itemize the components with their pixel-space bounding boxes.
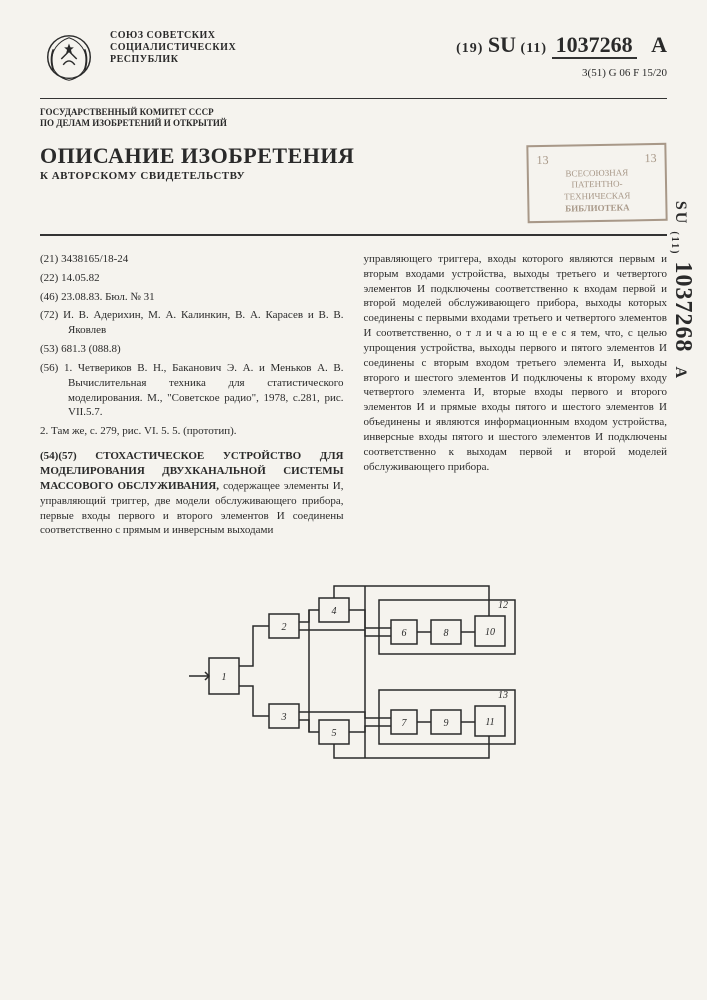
- svg-text:4: 4: [331, 606, 336, 617]
- pub-suffix: A: [651, 32, 667, 57]
- pub-no-prefix: (11): [521, 41, 548, 56]
- biblio-56a: (56) 1. Четвериков В. Н., Баканович Э. А…: [40, 361, 344, 420]
- abstract: (54)(57) СТОХАСТИЧЕСКОЕ УСТРОЙСТВО ДЛЯ М…: [40, 449, 344, 538]
- pub-prefix: (19): [456, 41, 483, 56]
- side-pub-number: SU (11) 1037268 A: [667, 201, 699, 380]
- ussr-emblem-icon: [40, 30, 98, 88]
- svg-text:8: 8: [443, 628, 448, 639]
- abstract-body2: управляющего триггера, входы которого яв…: [364, 252, 668, 475]
- stamp-num-left: 13: [536, 152, 548, 168]
- stamp-num-right: 13: [644, 150, 656, 166]
- stamp-line: БИБЛИОТЕКА: [537, 201, 657, 215]
- svg-text:5: 5: [331, 728, 336, 739]
- committee-name: ГОСУДАРСТВЕННЫЙ КОМИТЕТ СССР ПО ДЕЛАМ ИЗ…: [40, 107, 667, 130]
- biblio-46: (46) 23.08.83. Бюл. № 31: [40, 290, 344, 305]
- biblio-53: (53) 681.3 (088.8): [40, 342, 344, 357]
- svg-text:13: 13: [498, 690, 508, 701]
- union-name: СОЮЗ СОВЕТСКИХ СОЦИАЛИСТИЧЕСКИХ РЕСПУБЛИ…: [110, 30, 444, 66]
- ipc-classification: 3(51) G 06 F 15/20: [456, 66, 667, 81]
- svg-text:3: 3: [280, 712, 286, 723]
- divider: [40, 98, 667, 99]
- svg-text:11: 11: [485, 717, 494, 728]
- heavy-divider: [40, 234, 667, 236]
- block-diagram: 12468101235791113: [40, 558, 667, 778]
- pub-cc: SU: [488, 32, 516, 57]
- title-row: ОПИСАНИЕ ИЗОБРЕТЕНИЯ К АВТОРСКОМУ СВИДЕТ…: [40, 144, 667, 222]
- header: СОЮЗ СОВЕТСКИХ СОЦИАЛИСТИЧЕСКИХ РЕСПУБЛИ…: [40, 30, 667, 88]
- svg-text:6: 6: [401, 628, 406, 639]
- library-stamp: 13 13 ВСЕСОЮЗНАЯ ПАТЕНТНО- ТЕХНИЧЕСКАЯ Б…: [526, 142, 667, 223]
- svg-text:1: 1: [221, 672, 226, 683]
- side-cc: SU: [672, 201, 689, 225]
- publication-number-block: (19) SU (11) 1037268 A 3(51) G 06 F 15/2…: [456, 30, 667, 85]
- side-suffix: A: [672, 366, 689, 380]
- biblio-22: (22) 14.05.82: [40, 271, 344, 286]
- document-subtitle: К АВТОРСКОМУ СВИДЕТЕЛЬСТВУ: [40, 169, 354, 184]
- svg-text:10: 10: [485, 627, 495, 638]
- biblio-56b: 2. Там же, с. 279, рис. VI. 5. 5. (прото…: [40, 424, 344, 439]
- body-text: (21) 3438165/18-24 (22) 14.05.82 (46) 23…: [40, 252, 667, 538]
- biblio-21: (21) 3438165/18-24: [40, 252, 344, 267]
- document-title: ОПИСАНИЕ ИЗОБРЕТЕНИЯ: [40, 144, 354, 167]
- pub-number: 1037268: [552, 32, 637, 59]
- side-sub: (11): [669, 231, 680, 255]
- svg-text:2: 2: [281, 622, 286, 633]
- biblio-72: (72) И. В. Адерихин, М. А. Калинкин, В. …: [40, 308, 344, 338]
- svg-text:9: 9: [443, 718, 448, 729]
- svg-text:12: 12: [498, 600, 508, 611]
- side-number: 1037268: [670, 261, 696, 352]
